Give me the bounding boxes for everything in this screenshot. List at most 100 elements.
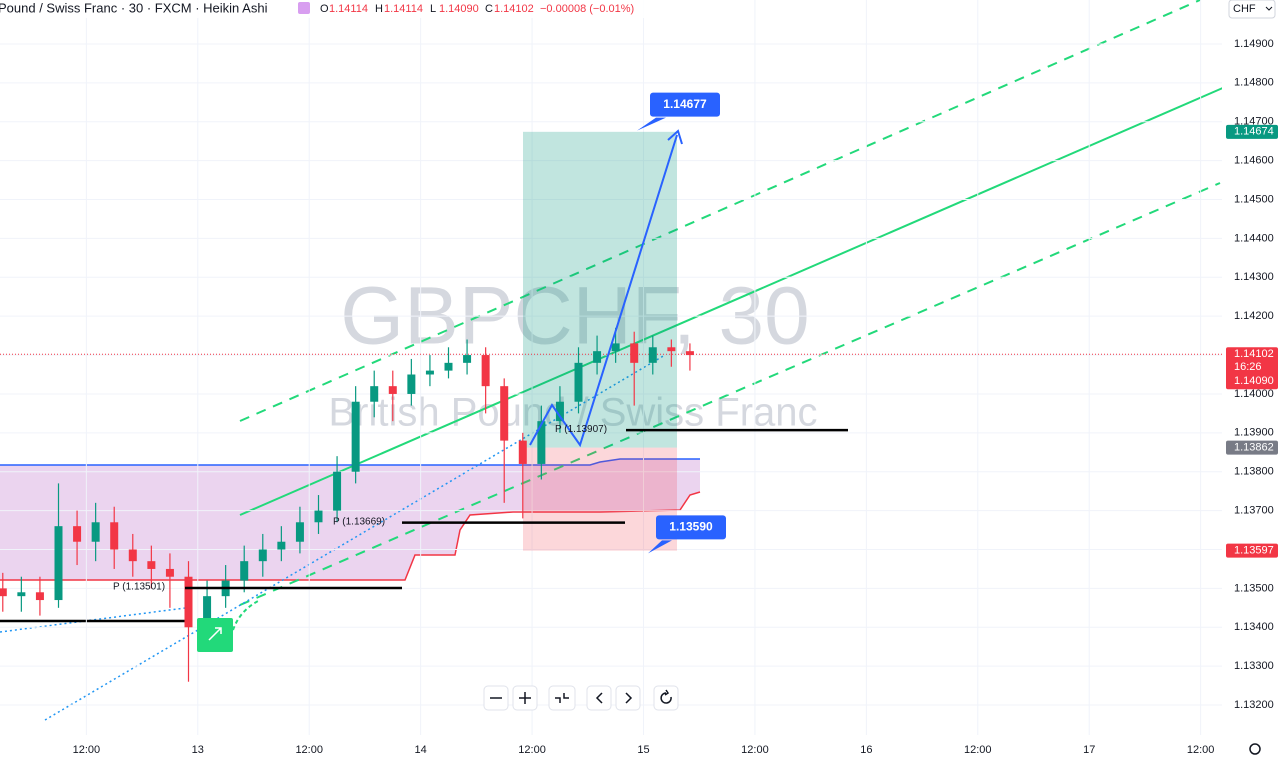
ohlc-value: 1.14114 xyxy=(329,3,368,15)
ohlc-label: O xyxy=(320,3,329,15)
candle-body xyxy=(444,362,453,371)
candle-body xyxy=(54,526,63,601)
callout-box xyxy=(656,515,726,540)
x-tick-label: 12:00 xyxy=(518,744,546,756)
candle-body xyxy=(128,549,137,562)
candle-body xyxy=(667,347,676,352)
price-badge-label: 1.14090 xyxy=(1234,375,1274,387)
watermark-name: British Pound / Swiss Franc xyxy=(328,391,817,435)
ohlc-value: 1.14090 xyxy=(439,3,479,15)
callout-box xyxy=(650,92,720,117)
y-tick-label: 1.14200 xyxy=(1234,310,1274,322)
icon xyxy=(625,692,633,704)
price-badge-label: 1.14102 xyxy=(1234,348,1274,360)
trend-line xyxy=(239,86,1226,516)
y-tick-label: 1.14300 xyxy=(1234,271,1274,283)
symbol: Pound / Swiss Franc · 30 · FXCM · Heikin… xyxy=(0,0,268,15)
callout-label: 1.13590 xyxy=(669,520,713,534)
x-tick-label: 17 xyxy=(1083,744,1095,756)
ohlc-label: H xyxy=(375,3,383,15)
candle-body xyxy=(277,541,286,550)
symbol-icon xyxy=(298,2,310,14)
price-badge-label: 1.13597 xyxy=(1234,545,1274,557)
settings-icon[interactable] xyxy=(1249,743,1261,755)
price-badge-label: 1.14674 xyxy=(1234,126,1274,138)
ohlc-label: C xyxy=(485,3,493,15)
y-tick-label: 1.13200 xyxy=(1234,699,1274,711)
x-tick-label: 12:00 xyxy=(295,744,323,756)
candle-body xyxy=(17,592,26,597)
channel-upper xyxy=(239,0,1201,422)
candle-body xyxy=(240,561,249,581)
candle-body xyxy=(611,343,620,352)
candle-body xyxy=(165,568,174,577)
grid xyxy=(0,0,1222,735)
icon xyxy=(660,689,672,704)
price-badge xyxy=(1226,124,1278,139)
ohlc-value: 1.14114 xyxy=(384,3,423,15)
icon xyxy=(595,692,603,704)
reset-scale[interactable] xyxy=(548,685,576,711)
callout-label: 1.14677 xyxy=(663,97,707,111)
y-tick-label: 1.13800 xyxy=(1234,466,1274,478)
y-tick-label: 1.13700 xyxy=(1234,505,1274,517)
price-badge-label: 16:26 xyxy=(1234,361,1262,373)
candle-body xyxy=(574,362,583,402)
x-tick-label: 13 xyxy=(192,744,204,756)
x-tick-label: 16 xyxy=(860,744,872,756)
callout-tail xyxy=(648,540,672,554)
forecast-path xyxy=(529,134,678,448)
pivot-label: P (1.13907) xyxy=(555,424,607,435)
legend-bg xyxy=(0,0,660,18)
candle-body xyxy=(0,588,7,597)
candle-body xyxy=(518,440,527,464)
candle-body xyxy=(203,596,212,628)
x-tick-label: 15 xyxy=(637,744,649,756)
x-tick-label: 12:00 xyxy=(964,744,992,756)
candle-body xyxy=(648,347,657,363)
candle-body xyxy=(73,526,82,542)
pivot-label: P (1.13669) xyxy=(333,516,385,527)
price-badge-label: 1.13862 xyxy=(1234,442,1274,454)
candle-body xyxy=(555,401,564,422)
band-bottom xyxy=(0,491,701,581)
y-tick-label: 1.13300 xyxy=(1234,660,1274,672)
candle-body xyxy=(147,561,156,569)
callout-tail xyxy=(637,117,666,131)
x-tick-label: 12:00 xyxy=(73,744,101,756)
x-tick-label: 12:00 xyxy=(741,744,769,756)
band-top xyxy=(0,458,700,466)
candle-body xyxy=(425,370,434,375)
currency-button[interactable] xyxy=(1228,0,1276,19)
profit-zone xyxy=(523,131,677,448)
candle-body xyxy=(370,386,379,402)
ohlc-value: 1.14102 xyxy=(494,3,534,15)
candle-body xyxy=(314,510,323,523)
candle-body xyxy=(35,592,44,601)
change: −0.00008 (−0.01%) xyxy=(540,3,634,15)
price-badge xyxy=(1226,440,1278,455)
y-tick-label: 1.14500 xyxy=(1234,193,1274,205)
annotations: P (1.13907) P (1.13669) P (1.13501) 1.14677… xyxy=(113,92,848,652)
candle-body xyxy=(630,343,639,363)
scroll-right[interactable] xyxy=(615,685,641,711)
candle-body xyxy=(184,576,193,628)
candle-body xyxy=(333,471,342,511)
price-badge xyxy=(1226,543,1278,558)
candle-body xyxy=(295,522,304,542)
y-tick-label: 1.14400 xyxy=(1234,232,1274,244)
dotted-trend xyxy=(0,607,186,633)
candle-body xyxy=(537,421,546,464)
loss-zone xyxy=(523,447,677,551)
x-tick-label: 14 xyxy=(415,744,427,756)
icon xyxy=(555,693,569,703)
y-tick-label: 1.14000 xyxy=(1234,388,1274,400)
signal-arrow xyxy=(208,627,222,641)
reset-chart[interactable] xyxy=(653,685,679,711)
zoom-controls xyxy=(483,685,679,711)
legend: Pound / Swiss Franc · 30 · FXCM · Heikin… xyxy=(0,0,660,18)
currency[interactable]: CHF xyxy=(1233,3,1256,15)
y-tick-label: 1.13500 xyxy=(1234,582,1274,594)
scroll-left[interactable] xyxy=(586,685,612,711)
